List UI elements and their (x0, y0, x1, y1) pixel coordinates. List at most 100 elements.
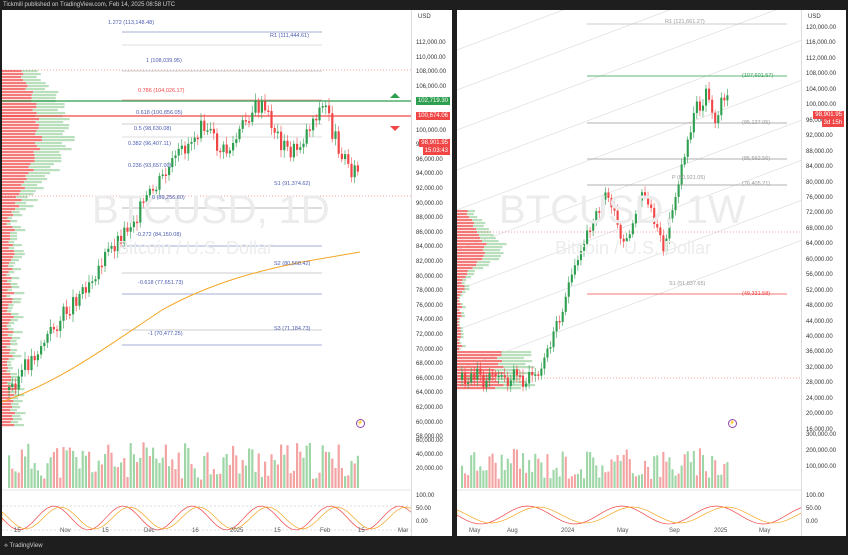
volume-profile-bar (8, 265, 14, 268)
volume-bar (276, 464, 279, 488)
candle (522, 375, 525, 387)
volume-profile-bar (2, 382, 8, 385)
volume-bar (238, 473, 241, 488)
volume-bar (512, 448, 515, 488)
volume-profile-bar (19, 205, 34, 208)
volume-bar (88, 451, 91, 488)
price-tick: 68,000.00 (416, 361, 443, 368)
volume-profile-bar (2, 118, 40, 121)
volume-profile-bar (2, 196, 17, 199)
candle (552, 331, 555, 348)
volume-bar (485, 470, 488, 488)
volume-profile-bar (2, 373, 11, 376)
volume-profile-bar (457, 303, 461, 306)
candle (500, 375, 503, 377)
volume-bar (81, 450, 84, 488)
volume-profile-bar (457, 285, 465, 288)
weekly-plot-area[interactable] (457, 10, 802, 536)
price-tick: 76,000.00 (806, 194, 833, 201)
volume-bar (20, 449, 23, 488)
volume-profile-bar (10, 397, 18, 400)
volume-profile-bar (28, 166, 51, 169)
candle (464, 372, 467, 384)
volume-bar (107, 444, 110, 488)
currency-label-weekly: USD (808, 14, 821, 20)
volume-bar (506, 458, 509, 488)
candle (289, 146, 292, 158)
candle (129, 227, 132, 232)
chart-panel-weekly[interactable]: BTCUSD, 1W Bitcoin / U.S. Dollar R1 (121… (457, 10, 846, 536)
volume-profile-bar (6, 274, 11, 277)
candle (264, 101, 267, 111)
volume-profile-bar (2, 223, 7, 226)
volume-profile-bar (36, 103, 65, 106)
candle (8, 386, 11, 390)
price-tick: 20,000.00 (806, 411, 833, 418)
volume-profile-bar (2, 214, 14, 217)
level-label: S1 (51,837.65) (669, 281, 706, 287)
candle (610, 197, 613, 208)
candle (689, 132, 692, 140)
name-watermark: Bitcoin / U.S. Dollar (117, 238, 274, 258)
candle (312, 118, 315, 131)
candle (11, 383, 14, 387)
volume-profile-bar (2, 193, 20, 196)
volume-profile-bar (2, 394, 15, 397)
volume-profile-bar (457, 297, 459, 300)
candle (158, 175, 161, 190)
indicator-tick: 50.00 (416, 506, 432, 512)
volume-profile-bar (12, 256, 22, 259)
volume-bar (674, 475, 677, 488)
candle (647, 196, 650, 205)
volume-bar (216, 474, 219, 488)
candle (200, 120, 203, 139)
candle (56, 329, 59, 331)
time-label: 2025 (714, 528, 728, 534)
chart-panel-daily[interactable]: BTCUSD, 1D Bitcoin / U.S. Dollar 1.272 (… (2, 10, 452, 536)
level-label: -1 (70,477.25) (148, 331, 183, 337)
volume-bar (503, 469, 506, 488)
volume-profile-bar (13, 418, 23, 421)
settings-icon-weekly[interactable]: ⚡ (728, 419, 737, 428)
volume-bar (714, 460, 717, 488)
volume-profile-bar (458, 297, 460, 300)
volume-profile-bar (2, 148, 41, 151)
indicator-tick: 100,000.00 (806, 464, 837, 470)
volume-bar (476, 470, 479, 488)
volume-bar (634, 476, 637, 488)
price-tick: 84,000.00 (416, 244, 443, 251)
volume-bar (196, 477, 199, 488)
settings-icon[interactable]: ⚡ (356, 419, 365, 428)
volume-bar (680, 465, 683, 488)
volume-profile-bar (8, 304, 14, 307)
volume-profile-bar (484, 252, 504, 255)
volume-bar (662, 451, 665, 488)
price-tick: 80,000.00 (806, 179, 833, 186)
tradingview-logo: ⟡ TradingView (4, 543, 43, 549)
volume-profile-bar (460, 333, 464, 336)
volume-profile-bar (14, 253, 25, 256)
publisher-bar: Tickmill published on TradingView.com, F… (0, 0, 848, 10)
volume-profile-bar (41, 136, 75, 139)
price-tick: 82,000.00 (416, 259, 443, 265)
candle (302, 143, 305, 148)
candle (467, 382, 470, 384)
daily-plot-area[interactable] (2, 10, 412, 536)
volume-bar (161, 457, 164, 488)
volume-bar (180, 478, 183, 488)
volume-profile-bar (2, 70, 22, 73)
volume-bar (78, 468, 81, 488)
price-axis[interactable]: USD 112,000.00 110,000.00 108,000.00 106,00… (411, 10, 452, 536)
candle (494, 373, 497, 377)
price-tick: 88,000.00 (416, 215, 443, 222)
channel-line (457, 10, 777, 131)
price-tick: 48,000.00 (806, 303, 833, 310)
volume-profile-bar (2, 271, 9, 274)
volume-profile-bar (477, 231, 491, 234)
candle (708, 88, 711, 100)
volume-profile-bar (7, 280, 12, 283)
volume-bar (461, 465, 464, 488)
price-axis-weekly[interactable]: USD 120,000.00 116,000.00 112,000.00 108,00… (801, 10, 846, 536)
volume-profile-bar (460, 336, 464, 339)
volume-profile-bar (2, 343, 11, 346)
